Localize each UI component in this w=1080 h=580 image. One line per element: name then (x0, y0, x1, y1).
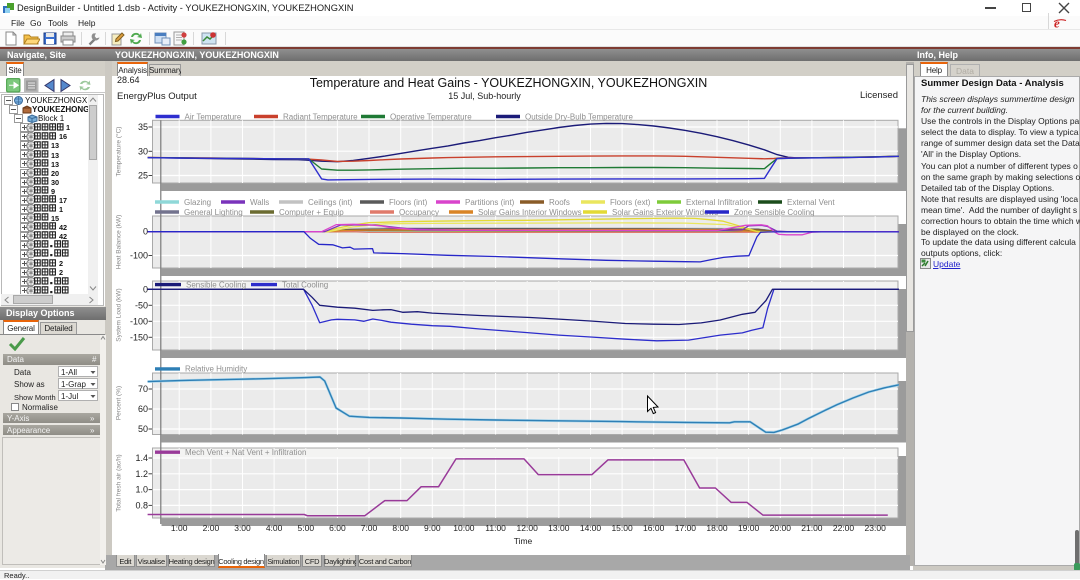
svg-text:General Lighting: General Lighting (184, 208, 243, 217)
svg-text:Operative Temperature: Operative Temperature (390, 112, 472, 121)
svg-text:-50: -50 (135, 300, 148, 310)
svg-text:4:00: 4:00 (266, 523, 283, 533)
svg-text:23:00: 23:00 (865, 523, 887, 533)
svg-text:3:00: 3:00 (234, 523, 251, 533)
svg-text:Total Cooling: Total Cooling (282, 280, 328, 289)
svg-text:Total fresh air (ac/h): Total fresh air (ac/h) (116, 454, 123, 511)
svg-text:35: 35 (138, 122, 148, 132)
svg-text:Ceilings (int): Ceilings (int) (308, 198, 353, 207)
svg-text:e: e (1054, 16, 1060, 30)
svg-text:20:00: 20:00 (770, 523, 792, 533)
svg-text:Floors (ext): Floors (ext) (610, 198, 651, 207)
svg-text:18:00: 18:00 (706, 523, 728, 533)
svg-text:Partitions (int): Partitions (int) (465, 198, 515, 207)
svg-text:External Vent: External Vent (787, 198, 835, 207)
svg-text:Floors (int): Floors (int) (389, 198, 428, 207)
svg-text:70: 70 (138, 384, 148, 394)
svg-text:Solar Gains Interior Windows: Solar Gains Interior Windows (478, 208, 582, 217)
svg-text:0.8: 0.8 (135, 500, 148, 510)
svg-text:60: 60 (138, 404, 148, 414)
svg-text:Solar Gains Exterior Windows: Solar Gains Exterior Windows (612, 208, 718, 217)
svg-text:50: 50 (138, 424, 148, 434)
svg-text:-100: -100 (130, 316, 148, 326)
svg-text:13:00: 13:00 (548, 523, 570, 533)
svg-text:8:00: 8:00 (392, 523, 409, 533)
svg-text:1:00: 1:00 (171, 523, 188, 533)
svg-text:17:00: 17:00 (675, 523, 697, 533)
svg-text:22:00: 22:00 (833, 523, 855, 533)
svg-text:Heat Balance (kW): Heat Balance (kW) (116, 215, 123, 270)
svg-text:0: 0 (143, 227, 148, 237)
svg-text:-150: -150 (130, 332, 148, 342)
svg-text:12:00: 12:00 (517, 523, 539, 533)
svg-text:0: 0 (143, 284, 148, 294)
svg-text:Glazing: Glazing (184, 198, 211, 207)
svg-text:Computer + Equip: Computer + Equip (279, 208, 344, 217)
svg-text:Zone Sensible Cooling: Zone Sensible Cooling (734, 208, 815, 217)
svg-text:11:00: 11:00 (485, 523, 506, 533)
svg-text:1.4: 1.4 (135, 453, 148, 463)
svg-text:16:00: 16:00 (643, 523, 665, 533)
svg-text:Sensible Cooling: Sensible Cooling (186, 280, 246, 289)
svg-text:6:00: 6:00 (329, 523, 346, 533)
svg-text:Walls: Walls (250, 198, 269, 207)
svg-text:14:00: 14:00 (580, 523, 602, 533)
svg-text:Mech Vent + Nat Vent + Infiltr: Mech Vent + Nat Vent + Infiltration (185, 448, 306, 457)
svg-text:15:00: 15:00 (611, 523, 633, 533)
svg-text:Temperature (°C): Temperature (°C) (115, 127, 123, 177)
svg-text:7:00: 7:00 (361, 523, 378, 533)
svg-text:Outside Dry-Bulb Temperature: Outside Dry-Bulb Temperature (525, 112, 633, 121)
svg-text:Radiant Temperature: Radiant Temperature (283, 112, 358, 121)
svg-text:Percent (%): Percent (%) (116, 386, 123, 420)
svg-text:Occupancy: Occupancy (399, 208, 439, 217)
svg-text:30: 30 (138, 146, 148, 156)
svg-text:Roofs: Roofs (549, 198, 570, 207)
svg-text:25: 25 (138, 171, 148, 181)
svg-text:9:00: 9:00 (424, 523, 441, 533)
svg-text:Time: Time (514, 536, 533, 546)
svg-text:1.2: 1.2 (135, 469, 148, 479)
svg-text:1.0: 1.0 (135, 485, 148, 495)
svg-text:2:00: 2:00 (203, 523, 220, 533)
svg-text:19:00: 19:00 (738, 523, 760, 533)
svg-text:5:00: 5:00 (298, 523, 315, 533)
svg-text:Air Temperature: Air Temperature (185, 112, 242, 121)
svg-text:-100: -100 (130, 251, 148, 261)
svg-text:System Load (kW): System Load (kW) (116, 288, 123, 341)
svg-text:10:00: 10:00 (453, 523, 475, 533)
svg-text:Relative Humidity: Relative Humidity (185, 365, 247, 374)
svg-text:External Infiltration: External Infiltration (686, 198, 752, 207)
svg-text:21:00: 21:00 (801, 523, 823, 533)
